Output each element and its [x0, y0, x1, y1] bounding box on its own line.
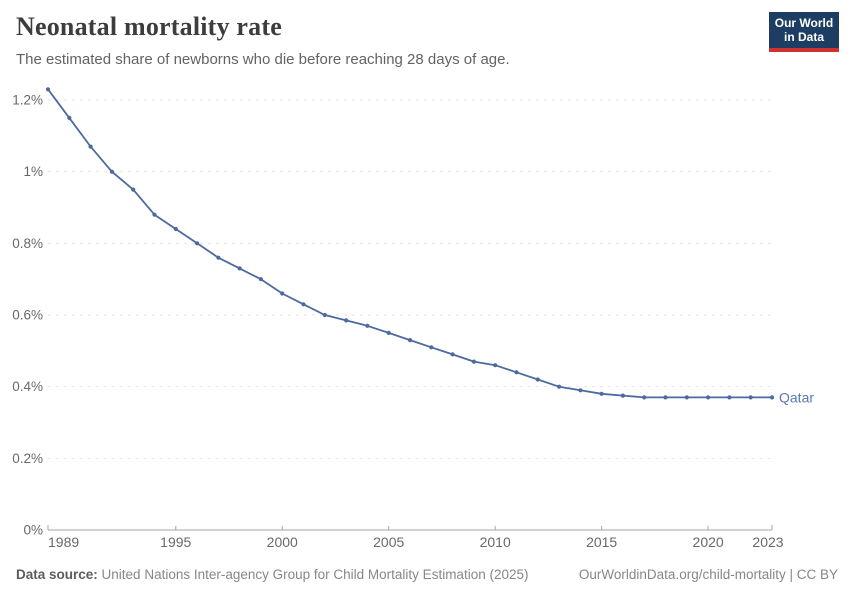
data-point[interactable] [344, 318, 349, 323]
data-point[interactable] [748, 395, 753, 400]
data-point[interactable] [45, 87, 51, 92]
data-point[interactable] [237, 266, 242, 271]
data-point[interactable] [322, 312, 327, 318]
data-point[interactable] [429, 345, 434, 350]
data-point[interactable] [195, 241, 200, 246]
data-point[interactable] [365, 323, 370, 328]
data-source-label: Data source: [16, 567, 98, 582]
data-point[interactable] [407, 338, 413, 343]
data-point[interactable] [663, 395, 668, 400]
data-point[interactable] [216, 255, 221, 260]
data-point[interactable] [386, 330, 391, 335]
x-tick-label: 2020 [693, 534, 724, 550]
owid-logo[interactable]: Our World in Data [769, 12, 839, 52]
x-tick-label: 2015 [586, 534, 617, 550]
data-point[interactable] [280, 291, 285, 296]
data-point[interactable] [599, 391, 604, 396]
chart-footer: Data source: United Nations Inter-agency… [16, 567, 838, 582]
chart-subtitle: The estimated share of newborns who die … [16, 51, 510, 68]
x-tick-label: 2023 [752, 534, 783, 550]
line-chart[interactable]: 0% 0.2% 0.4% 0.6% 0.8% 1% 1.2% 1989 1995 2000 2005… [0, 80, 850, 560]
data-point[interactable] [642, 395, 647, 400]
y-tick-label: 0.4% [12, 379, 43, 394]
y-tick-label: 0.8% [12, 236, 43, 251]
x-tick-label: 1995 [160, 534, 191, 550]
credit-link[interactable]: OurWorldinData.org/child-mortality | CC … [578, 567, 838, 582]
data-point[interactable] [727, 395, 732, 400]
data-point[interactable] [131, 187, 136, 192]
data-point[interactable] [769, 395, 775, 400]
x-tick-label: 1989 [48, 534, 79, 550]
owid-logo-line1: Our World [774, 16, 834, 30]
data-point[interactable] [258, 277, 263, 282]
data-source: Data source: United Nations Inter-agency… [16, 567, 528, 582]
y-tick-label: 1.2% [12, 93, 43, 108]
data-point[interactable] [471, 359, 476, 364]
entity-label-qatar[interactable]: Qatar [779, 389, 814, 405]
data-source-text: United Nations Inter-agency Group for Ch… [101, 567, 529, 582]
y-tick-label: 0.2% [12, 451, 43, 466]
data-point[interactable] [535, 377, 540, 382]
data-point[interactable] [514, 370, 519, 375]
data-point[interactable] [67, 115, 72, 120]
data-point[interactable] [152, 212, 157, 217]
x-tick-label: 2010 [480, 534, 511, 550]
owid-logo-line2: in Data [783, 30, 824, 44]
x-tick-label: 2005 [373, 534, 404, 550]
data-point[interactable] [450, 352, 455, 357]
data-point[interactable] [578, 388, 583, 393]
data-point[interactable] [684, 395, 689, 400]
data-point[interactable] [109, 169, 114, 174]
data-point[interactable] [493, 363, 498, 368]
data-point[interactable] [173, 226, 178, 232]
data-point[interactable] [557, 384, 562, 389]
y-tick-label: 0% [23, 523, 43, 538]
data-point[interactable] [301, 302, 306, 307]
y-tick-label: 0.6% [12, 308, 43, 323]
data-point[interactable] [706, 395, 711, 400]
data-point[interactable] [620, 393, 626, 398]
x-tick-label: 2000 [267, 534, 298, 550]
chart-title: Neonatal mortality rate [16, 12, 282, 41]
y-tick-label: 1% [23, 164, 43, 179]
data-point[interactable] [88, 144, 93, 149]
